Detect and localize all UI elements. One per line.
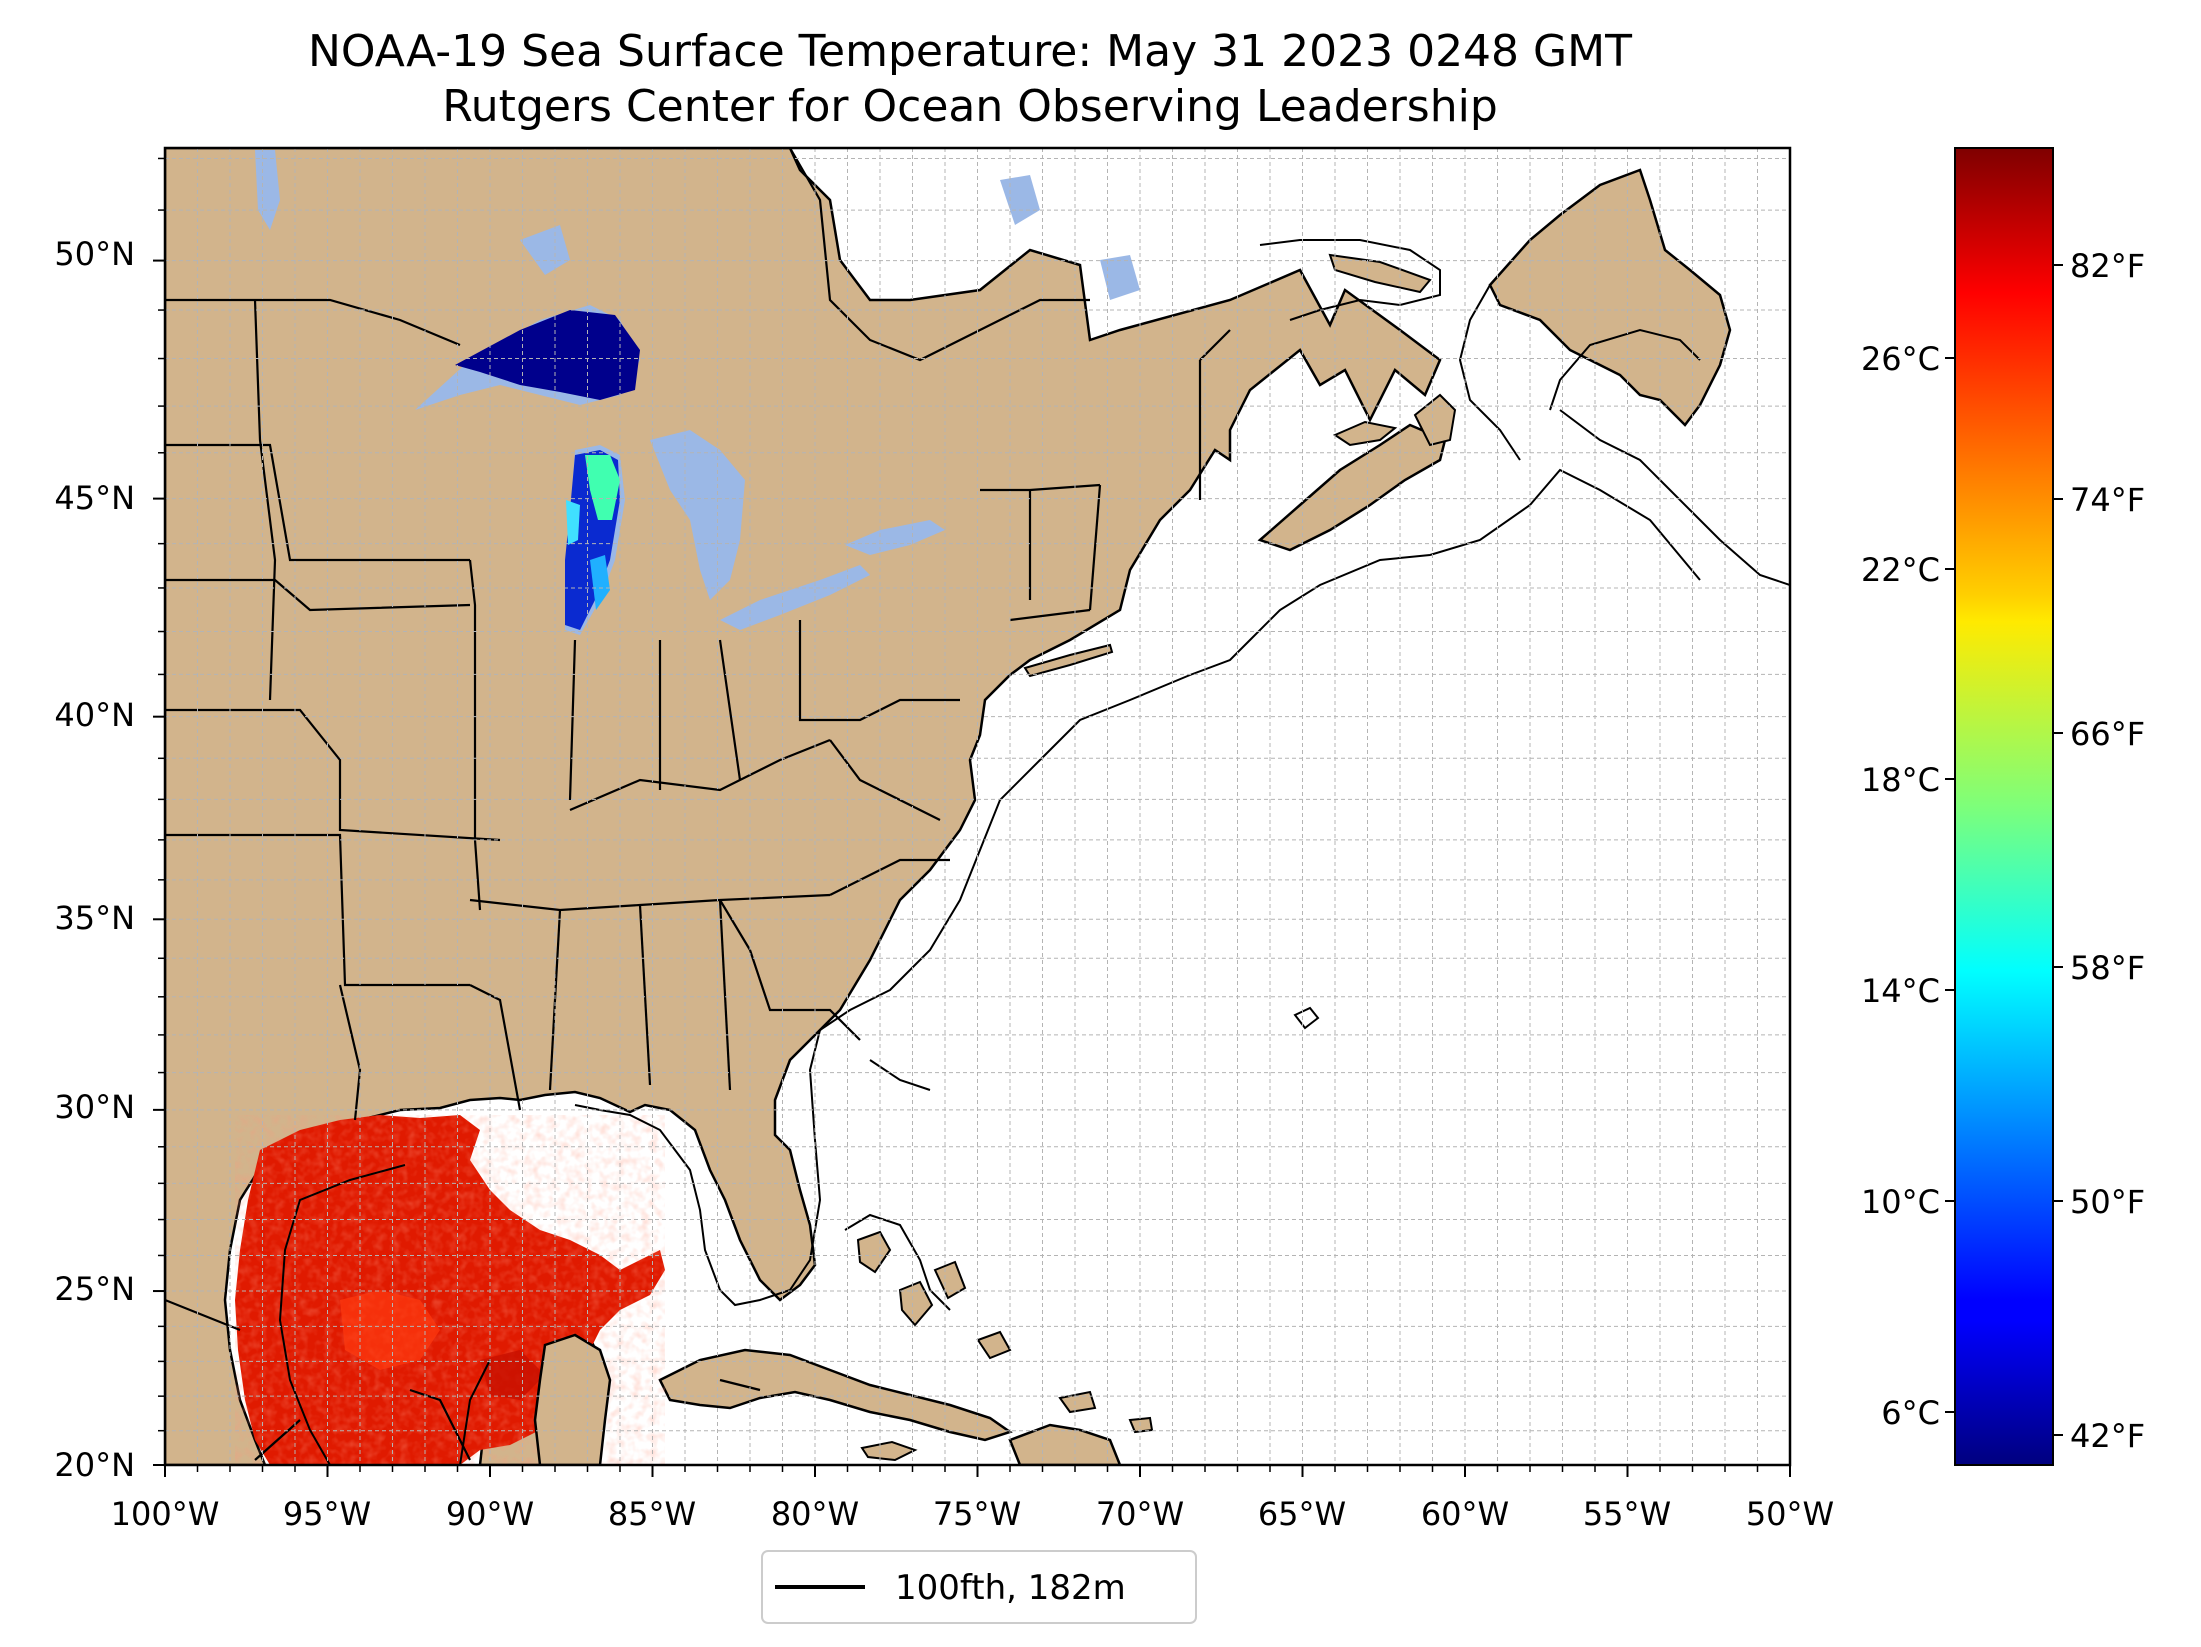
lat-label-30n: 30°N — [54, 1088, 135, 1126]
land-jamaica — [860, 1440, 918, 1462]
land-long-island — [1023, 643, 1114, 678]
colorbar-c-26: 26°C — [1861, 340, 1940, 378]
colorbar-f-74: 74°F — [2070, 481, 2145, 519]
lon-label-80w: 80°W — [771, 1495, 859, 1533]
legend-box — [761, 1550, 1197, 1624]
colorbar-f-58: 58°F — [2070, 949, 2145, 987]
lake-ontario — [845, 520, 945, 555]
land-north-america — [165, 148, 1442, 1465]
colorbar: 6°C 10°C 14°C 18°C 22°C 26°C 42°F 50°F 5… — [1861, 147, 2145, 1466]
lat-label-45n: 45°N — [54, 479, 135, 517]
colorbar-c-14: 14°C — [1861, 972, 1940, 1010]
colorbar-f-66: 66°F — [2070, 715, 2145, 753]
islands-bahamas — [856, 1230, 1154, 1434]
lon-label-85w: 85°W — [608, 1495, 696, 1533]
colorbar-c-22: 22°C — [1861, 551, 1940, 589]
lon-label-65w: 65°W — [1258, 1495, 1346, 1533]
lake-huron — [650, 430, 745, 600]
lat-label-50n: 50°N — [54, 235, 135, 273]
sst-great-lakes — [455, 310, 640, 630]
land-nova-scotia — [1257, 423, 1447, 552]
colorbar-c-6: 6°C — [1881, 1394, 1940, 1432]
lat-label-40n: 40°N — [54, 696, 135, 734]
land-hispaniola — [1008, 1423, 1122, 1465]
colorbar-c-18: 18°C — [1861, 761, 1940, 799]
lat-label-35n: 35°N — [54, 899, 135, 937]
map-gridlines — [165, 148, 1790, 1465]
map-title: NOAA-19 Sea Surface Temperature: May 31 … — [308, 26, 1632, 77]
longitude-labels: 100°W 95°W 90°W 85°W 80°W 75°W 70°W 65°W… — [111, 1495, 1835, 1533]
colorbar-f-50: 50°F — [2070, 1183, 2145, 1221]
legend: 100fth, 182m — [761, 1550, 1197, 1624]
lon-label-90w: 90°W — [446, 1495, 534, 1533]
colorbar-gradient — [1954, 147, 2054, 1466]
legend-label: 100fth, 182m — [895, 1568, 1126, 1608]
colorbar-f-82: 82°F — [2070, 247, 2145, 285]
lon-label-100w: 100°W — [111, 1495, 220, 1533]
land-cuba — [658, 1348, 1013, 1442]
lon-label-95w: 95°W — [283, 1495, 371, 1533]
land-prince-edward-island — [1332, 420, 1398, 447]
map-area — [165, 148, 1790, 1465]
land-cape-breton — [1413, 393, 1457, 447]
lat-label-25n: 25°N — [54, 1270, 135, 1308]
political-borders — [165, 148, 1231, 1461]
map-axis-ticks — [153, 157, 1791, 1477]
colorbar-c-10: 10°C — [1861, 1183, 1940, 1221]
lat-label-20n: 20°N — [54, 1446, 135, 1484]
latitude-labels: 20°N 25°N 30°N 35°N 40°N 45°N 50°N — [54, 235, 135, 1484]
lon-label-50w: 50°W — [1746, 1495, 1834, 1533]
lon-label-75w: 75°W — [933, 1495, 1021, 1533]
lon-label-55w: 55°W — [1583, 1495, 1671, 1533]
map-subtitle: Rutgers Center for Ocean Observing Leade… — [442, 81, 1498, 132]
land-yucatan-overlay — [533, 1333, 612, 1465]
land-newfoundland — [1488, 168, 1732, 427]
lake-erie — [720, 565, 870, 630]
lon-label-60w: 60°W — [1421, 1495, 1509, 1533]
colorbar-f-42: 42°F — [2070, 1417, 2145, 1455]
lon-label-70w: 70°W — [1096, 1495, 1184, 1533]
